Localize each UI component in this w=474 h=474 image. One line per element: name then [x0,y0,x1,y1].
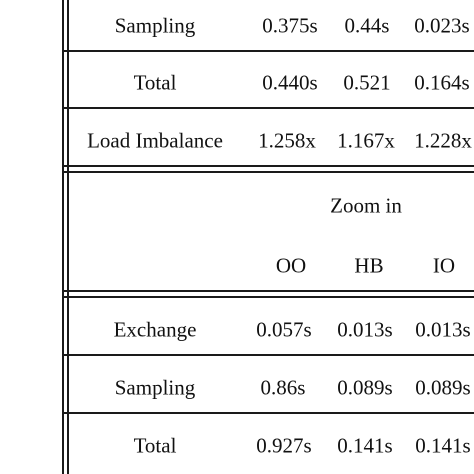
cell-oo: 0.86s [260,375,306,400]
table-left-border-inner [67,0,69,474]
block-divider-inner [62,296,474,298]
cell-io: 0.013s [415,317,471,342]
row-label: Total [133,70,177,95]
block-divider-outer [62,165,474,167]
row-divider [62,354,474,356]
zoom-title: Zoom in [330,193,402,218]
row-divider [62,50,474,52]
cell-oo: 0.440s [262,70,318,95]
column-header-io: IO [432,253,456,278]
cell-io: 0.141s [415,433,471,458]
cell-oo: 0.927s [256,433,312,458]
row-label: Load Imbalance [87,128,223,153]
cell-io: 0.164s [414,70,470,95]
cell-hb: 0.013s [337,317,393,342]
cell-hb: 1.167x [337,128,395,153]
table-left-border-outer [62,0,64,474]
cell-hb: 0.44s [344,13,390,38]
cell-oo: 0.057s [256,317,312,342]
row-divider [62,107,474,109]
cell-hb: 0.089s [337,375,393,400]
cell-io: 1.228x [414,128,472,153]
row-label: Total [133,433,177,458]
cell-hb: 0.521 [343,70,391,95]
row-divider [62,412,474,414]
row-label: Sampling [114,13,196,38]
cell-oo: 0.375s [262,13,318,38]
cell-hb: 0.141s [337,433,393,458]
cell-io: 0.089s [415,375,471,400]
column-header-oo: OO [275,253,307,278]
column-header-hb: HB [354,253,384,278]
block-divider-outer [62,290,474,292]
cell-io: 0.023s [414,13,470,38]
cell-oo: 1.258x [258,128,316,153]
row-label: Sampling [114,375,196,400]
row-label: Exchange [113,317,197,342]
block-divider-inner [62,171,474,173]
